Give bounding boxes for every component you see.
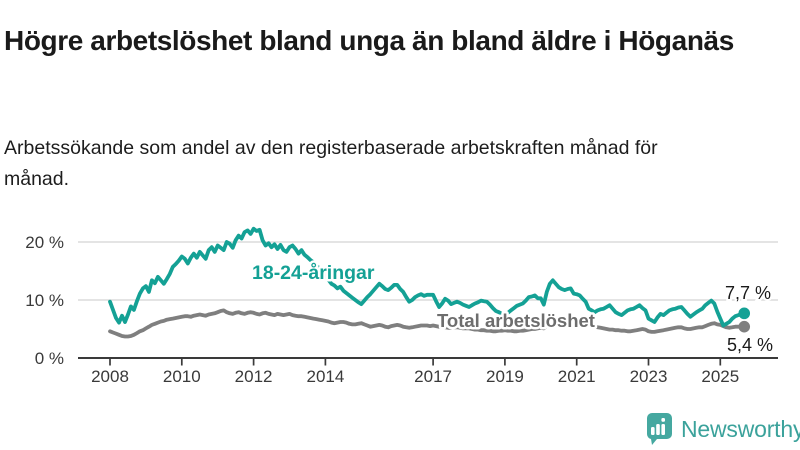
series-label-youth: 18-24-åringar: [252, 261, 375, 284]
x-tick-label: 2021: [558, 367, 596, 386]
end-value-label-total: 5,4 %: [727, 335, 773, 355]
chart-title: Högre arbetslöshet bland unga än bland ä…: [4, 24, 734, 56]
series-line-total: [108, 308, 747, 339]
chart-subtitle: Arbetssökande som andel av den registerb…: [4, 136, 658, 191]
series-end-dot-youth: [738, 307, 751, 320]
x-tick-label: 2010: [163, 367, 201, 386]
x-tick-label: 2017: [414, 367, 452, 386]
y-tick-label: 10 %: [25, 291, 64, 310]
newsworthy-brand: Newsworthy: [645, 412, 800, 446]
x-tick-label: 2014: [306, 367, 344, 386]
newsworthy-logo-text: Newsworthy: [681, 415, 800, 442]
x-tick-label: 2012: [235, 367, 273, 386]
series-label-total: Total arbetslöshet: [437, 310, 595, 331]
x-tick-label: 2025: [701, 367, 739, 386]
series-end-dot-total: [738, 320, 751, 333]
end-value-label-youth: 7,7 %: [725, 283, 771, 303]
series-line-youth: [108, 226, 747, 328]
x-tick-label: 2023: [630, 367, 668, 386]
y-tick-label: 0 %: [35, 349, 64, 368]
x-tick-label: 2008: [91, 367, 129, 386]
y-tick-label: 20 %: [25, 233, 64, 252]
newsworthy-logo-icon: [646, 413, 672, 445]
x-tick-label: 2019: [486, 367, 524, 386]
